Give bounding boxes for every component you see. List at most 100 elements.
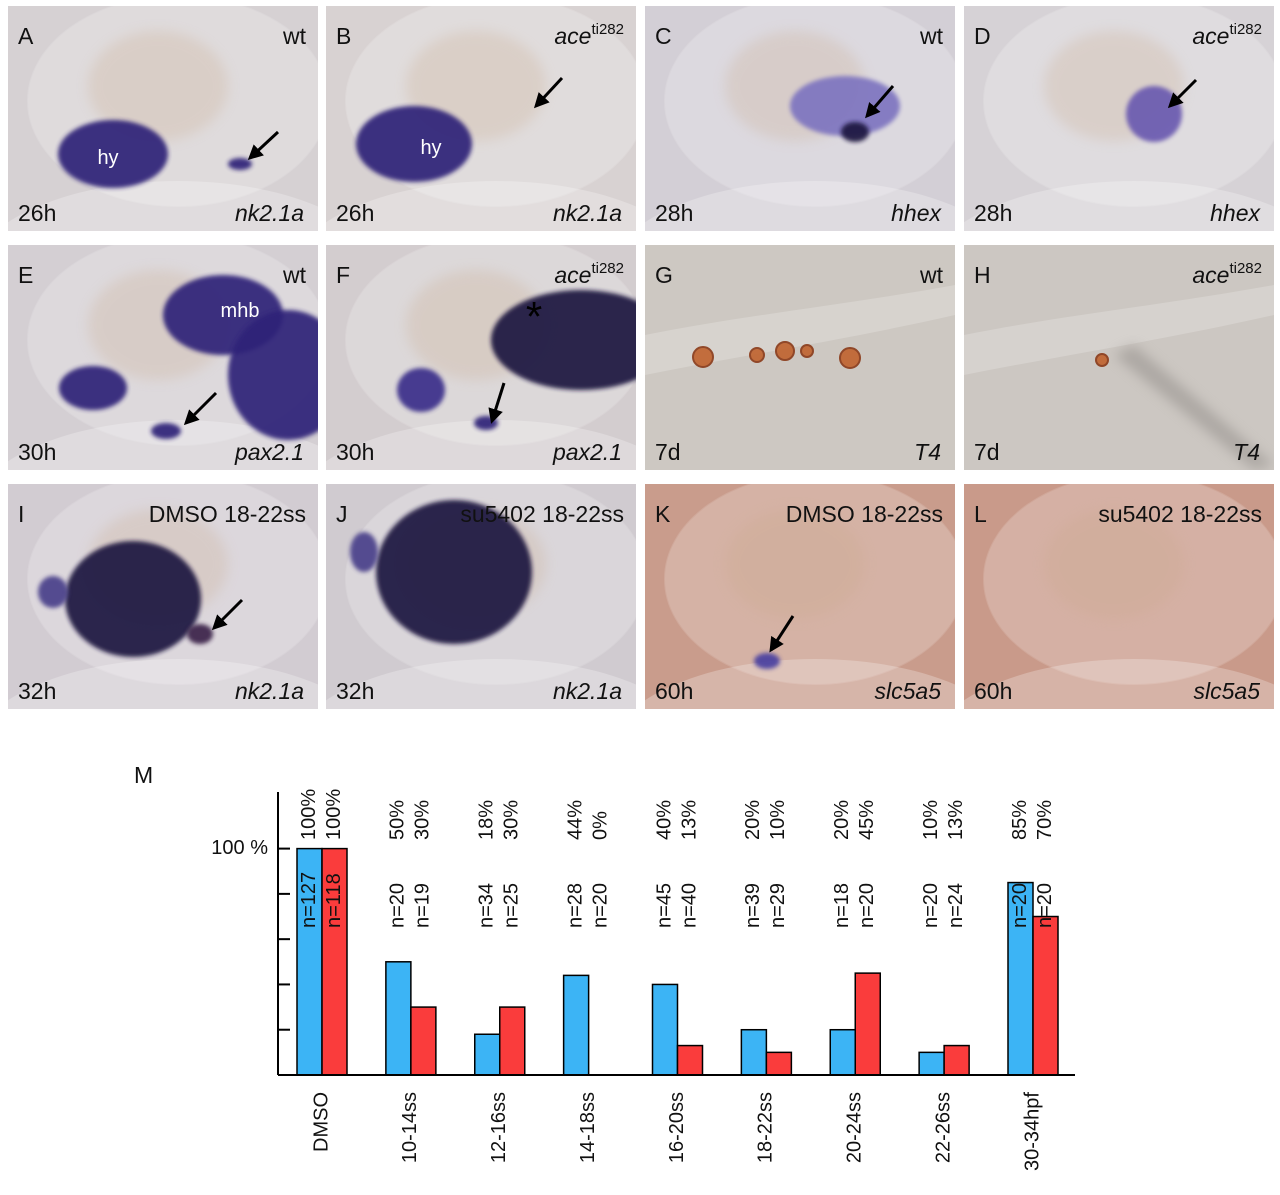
follicle xyxy=(1095,353,1109,367)
stain xyxy=(151,423,181,439)
panel-gene: nk2.1a xyxy=(553,200,622,226)
n-label: n=20 xyxy=(589,883,611,928)
bar xyxy=(918,1051,945,1076)
stain xyxy=(38,576,68,608)
micrograph xyxy=(964,484,1274,709)
value-label: 13% xyxy=(945,800,967,840)
panel-time: 30h xyxy=(336,439,374,465)
x-tick-label: 22-26ss xyxy=(932,1092,954,1163)
x-tick-label: 10-14ss xyxy=(399,1092,421,1163)
stain xyxy=(58,120,168,188)
value-label: 44% xyxy=(564,800,586,840)
yolk xyxy=(326,420,636,470)
value-label: 13% xyxy=(678,800,700,840)
panel-condition: aceti282 xyxy=(1192,260,1262,288)
panel-condition: wt xyxy=(282,262,307,288)
yolk xyxy=(964,659,1274,709)
annotation: * xyxy=(526,293,542,340)
stain xyxy=(350,532,378,572)
micrograph xyxy=(645,6,955,231)
annotation: hy xyxy=(420,137,441,159)
panel-time: 60h xyxy=(655,678,693,704)
follicle xyxy=(749,347,765,363)
bar xyxy=(765,1051,793,1076)
bar xyxy=(676,1044,704,1076)
bar xyxy=(829,1028,856,1076)
n-label: n=19 xyxy=(412,883,434,928)
arrow xyxy=(211,598,244,631)
arrow xyxy=(488,382,506,424)
stain xyxy=(356,106,472,182)
panel-gene: pax2.1 xyxy=(552,439,622,465)
panel-gene: nk2.1a xyxy=(235,200,304,226)
value-label: 100% xyxy=(298,789,320,840)
eye xyxy=(725,509,865,619)
x-tick-label: 16-20ss xyxy=(666,1092,688,1163)
x-tick-label: DMSO xyxy=(310,1092,332,1152)
bar xyxy=(499,1006,526,1076)
panel-time: 32h xyxy=(336,678,374,704)
n-label: n=127 xyxy=(298,872,320,928)
condition-text: su5402 18-22ss xyxy=(1098,501,1262,527)
panel-condition: su5402 18-22ss xyxy=(460,501,624,527)
yolk xyxy=(8,420,318,470)
image-panel: * F aceti282 30h pax2.1 xyxy=(326,245,636,470)
condition-text: su5402 18-22ss xyxy=(460,501,624,527)
panel-letter: M xyxy=(134,762,153,788)
arrow xyxy=(769,615,795,653)
follicle xyxy=(775,341,795,361)
value-label: 20% xyxy=(831,800,853,840)
panel-time: 60h xyxy=(974,678,1012,704)
annotation: hy xyxy=(97,147,118,169)
panel-time: 32h xyxy=(18,678,56,704)
image-panel: K DMSO 18-22ss 60h slc5a5 xyxy=(645,484,955,709)
stain xyxy=(228,310,318,440)
panel-gene: T4 xyxy=(1233,439,1260,465)
follicle xyxy=(800,344,814,358)
image-panel: hy B aceti282 26h nk2.1a xyxy=(326,6,636,231)
n-label: n=18 xyxy=(831,883,853,928)
micrograph xyxy=(645,484,955,709)
tissue xyxy=(1114,345,1274,470)
panel-gene: slc5a5 xyxy=(875,678,942,704)
stain xyxy=(397,368,445,412)
bar xyxy=(410,1006,437,1076)
n-label: n=24 xyxy=(945,883,967,928)
panel-gene: pax2.1 xyxy=(234,439,304,465)
bar-chart: M 100% n=127 50% n=20 18% n=34 44% n=28 40% n=45 20… xyxy=(134,762,1075,1171)
panel-time: 28h xyxy=(655,200,693,226)
x-tick-label: 12-16ss xyxy=(488,1092,510,1163)
panel-condition: aceti282 xyxy=(1192,21,1262,49)
panel-letter: E xyxy=(18,262,33,288)
panel-time: 26h xyxy=(18,200,56,226)
arrow xyxy=(1167,78,1198,109)
yolk xyxy=(964,181,1274,231)
value-label: 0% xyxy=(589,811,611,840)
bar xyxy=(740,1028,768,1076)
condition-text: ace xyxy=(554,262,591,288)
micrograph xyxy=(645,245,955,470)
panel-letter: J xyxy=(336,501,348,527)
arrow xyxy=(247,130,280,161)
condition-text: ace xyxy=(1192,23,1229,49)
n-label: n=40 xyxy=(678,883,700,928)
stain xyxy=(1126,86,1182,142)
value-label: 30% xyxy=(412,800,434,840)
panel-letter: H xyxy=(974,262,991,288)
stain xyxy=(790,76,900,136)
panel-gene: T4 xyxy=(914,439,941,465)
x-tick-label: 30-34hpf xyxy=(1021,1092,1043,1171)
panel-gene: hhex xyxy=(1210,200,1261,226)
y-tick-label: 100 % xyxy=(211,837,268,859)
arrow xyxy=(865,85,895,119)
micrograph xyxy=(964,245,1274,470)
bar xyxy=(562,974,590,1076)
condition-text: DMSO 18-22ss xyxy=(149,501,306,527)
panel-letter: F xyxy=(336,262,350,288)
condition-text: wt xyxy=(919,262,944,288)
x-tick-label: 20-24ss xyxy=(844,1092,866,1163)
panel-letter: K xyxy=(655,501,671,527)
n-label: n=20 xyxy=(1034,883,1056,928)
